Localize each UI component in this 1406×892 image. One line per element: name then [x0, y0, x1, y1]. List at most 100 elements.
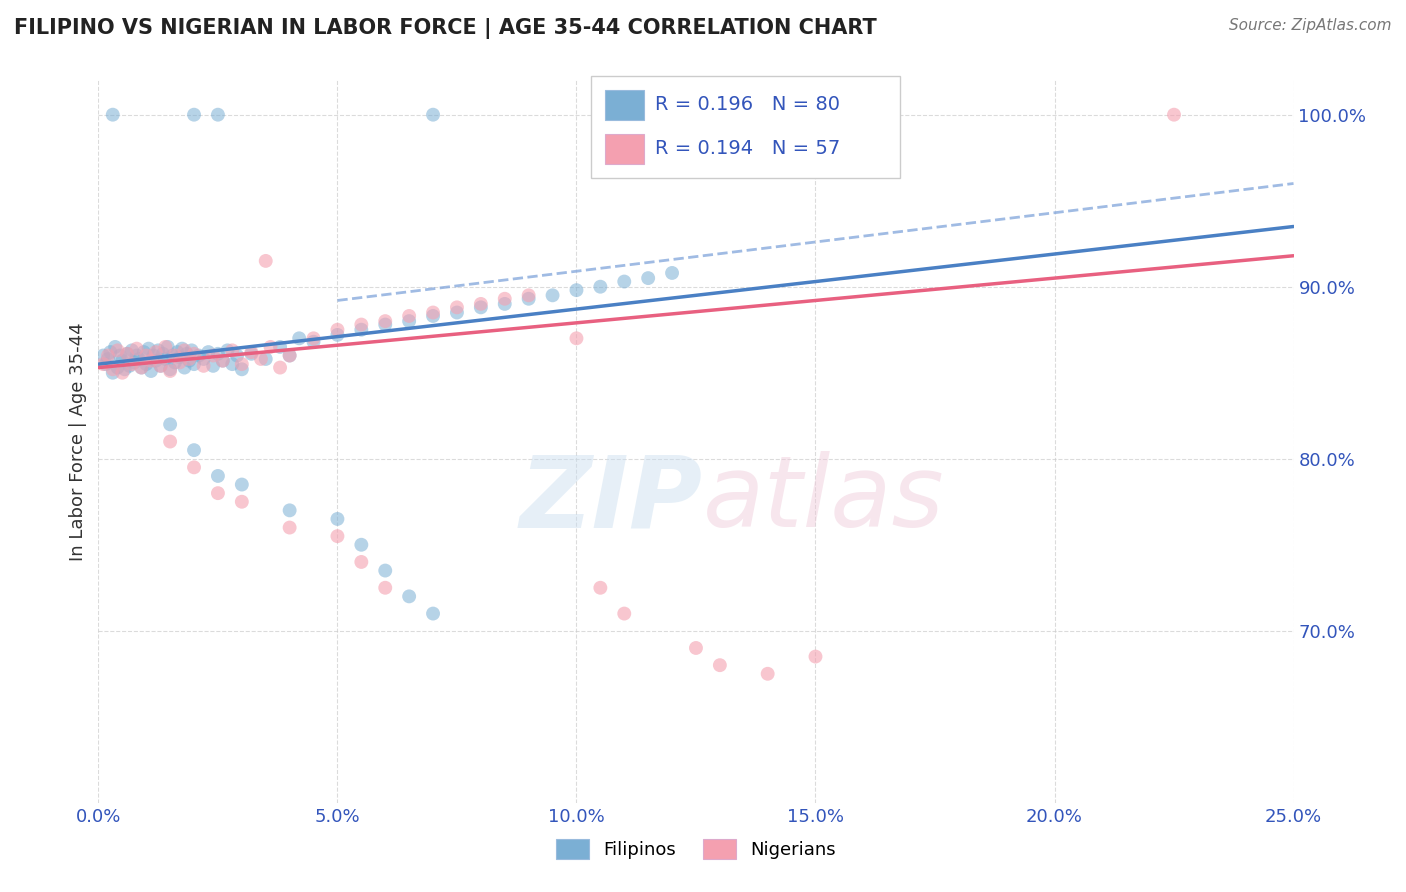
Point: [183, 460, 205, 475]
Point: [193, 359, 215, 373]
Point: [259, 340, 281, 354]
Point: [250, 351, 273, 366]
Point: [135, 357, 157, 371]
Point: [159, 362, 181, 376]
Point: [166, 345, 188, 359]
Point: [156, 340, 179, 354]
Point: [398, 309, 420, 323]
Point: [470, 297, 492, 311]
Point: [107, 343, 129, 358]
Point: [176, 347, 198, 361]
Point: [207, 469, 229, 483]
Point: [422, 309, 444, 323]
Point: [152, 347, 174, 361]
Point: [278, 503, 301, 517]
Point: [211, 353, 233, 368]
Point: [207, 486, 229, 500]
Point: [108, 349, 131, 363]
Point: [97, 349, 120, 363]
Point: [240, 347, 263, 361]
Point: [350, 555, 373, 569]
Text: Source: ZipAtlas.com: Source: ZipAtlas.com: [1229, 18, 1392, 33]
Point: [613, 607, 636, 621]
Point: [180, 343, 202, 358]
Point: [350, 538, 373, 552]
Point: [326, 323, 349, 337]
Point: [107, 360, 129, 375]
Point: [121, 357, 143, 371]
Point: [326, 327, 349, 342]
Point: [202, 349, 225, 363]
Point: [231, 477, 253, 491]
Point: [661, 266, 683, 280]
Point: [124, 355, 146, 369]
Point: [128, 351, 150, 366]
Point: [183, 443, 205, 458]
Point: [565, 331, 588, 345]
Point: [254, 253, 277, 268]
Point: [91, 357, 114, 371]
Point: [138, 342, 160, 356]
Point: [97, 351, 120, 366]
Text: R = 0.196   N = 80: R = 0.196 N = 80: [655, 95, 841, 114]
Text: FILIPINO VS NIGERIAN IN LABOR FORCE | AGE 35-44 CORRELATION CHART: FILIPINO VS NIGERIAN IN LABOR FORCE | AG…: [14, 18, 877, 39]
Point: [131, 360, 153, 375]
Point: [155, 351, 177, 366]
Point: [254, 351, 277, 366]
Legend: Filipinos, Nigerians: Filipinos, Nigerians: [550, 831, 842, 866]
Point: [494, 297, 516, 311]
Point: [422, 305, 444, 319]
Point: [179, 353, 201, 368]
Point: [132, 345, 155, 359]
Point: [98, 345, 122, 359]
Point: [804, 649, 827, 664]
Point: [207, 347, 229, 361]
Point: [470, 301, 492, 315]
Point: [446, 301, 468, 315]
Point: [398, 590, 420, 604]
Point: [163, 355, 186, 369]
Point: [302, 331, 325, 345]
Point: [302, 334, 325, 349]
Point: [115, 347, 138, 361]
Point: [1163, 108, 1185, 122]
Point: [91, 349, 114, 363]
Point: [145, 345, 167, 359]
Point: [446, 305, 468, 319]
Point: [589, 279, 612, 293]
Point: [159, 434, 181, 449]
Point: [288, 331, 311, 345]
Point: [139, 364, 162, 378]
Point: [517, 288, 540, 302]
Point: [637, 271, 659, 285]
Point: [398, 314, 420, 328]
Point: [240, 345, 263, 359]
Point: [101, 362, 124, 376]
Point: [101, 108, 124, 122]
Point: [589, 581, 612, 595]
Point: [517, 292, 540, 306]
Point: [121, 343, 143, 358]
Point: [101, 366, 124, 380]
Point: [111, 353, 134, 368]
Text: R = 0.194   N = 57: R = 0.194 N = 57: [655, 139, 841, 159]
Text: atlas: atlas: [703, 451, 945, 548]
Point: [685, 640, 707, 655]
Point: [207, 108, 229, 122]
Point: [422, 108, 444, 122]
Point: [193, 351, 215, 366]
Point: [142, 349, 165, 363]
Point: [565, 283, 588, 297]
Point: [155, 340, 177, 354]
Point: [374, 314, 396, 328]
Point: [149, 359, 172, 373]
Point: [269, 340, 291, 354]
Y-axis label: In Labor Force | Age 35-44: In Labor Force | Age 35-44: [69, 322, 87, 561]
Point: [613, 275, 636, 289]
Point: [231, 362, 253, 376]
Point: [709, 658, 731, 673]
Point: [187, 349, 209, 363]
Point: [118, 359, 141, 373]
Point: [173, 360, 195, 375]
Point: [139, 353, 162, 368]
